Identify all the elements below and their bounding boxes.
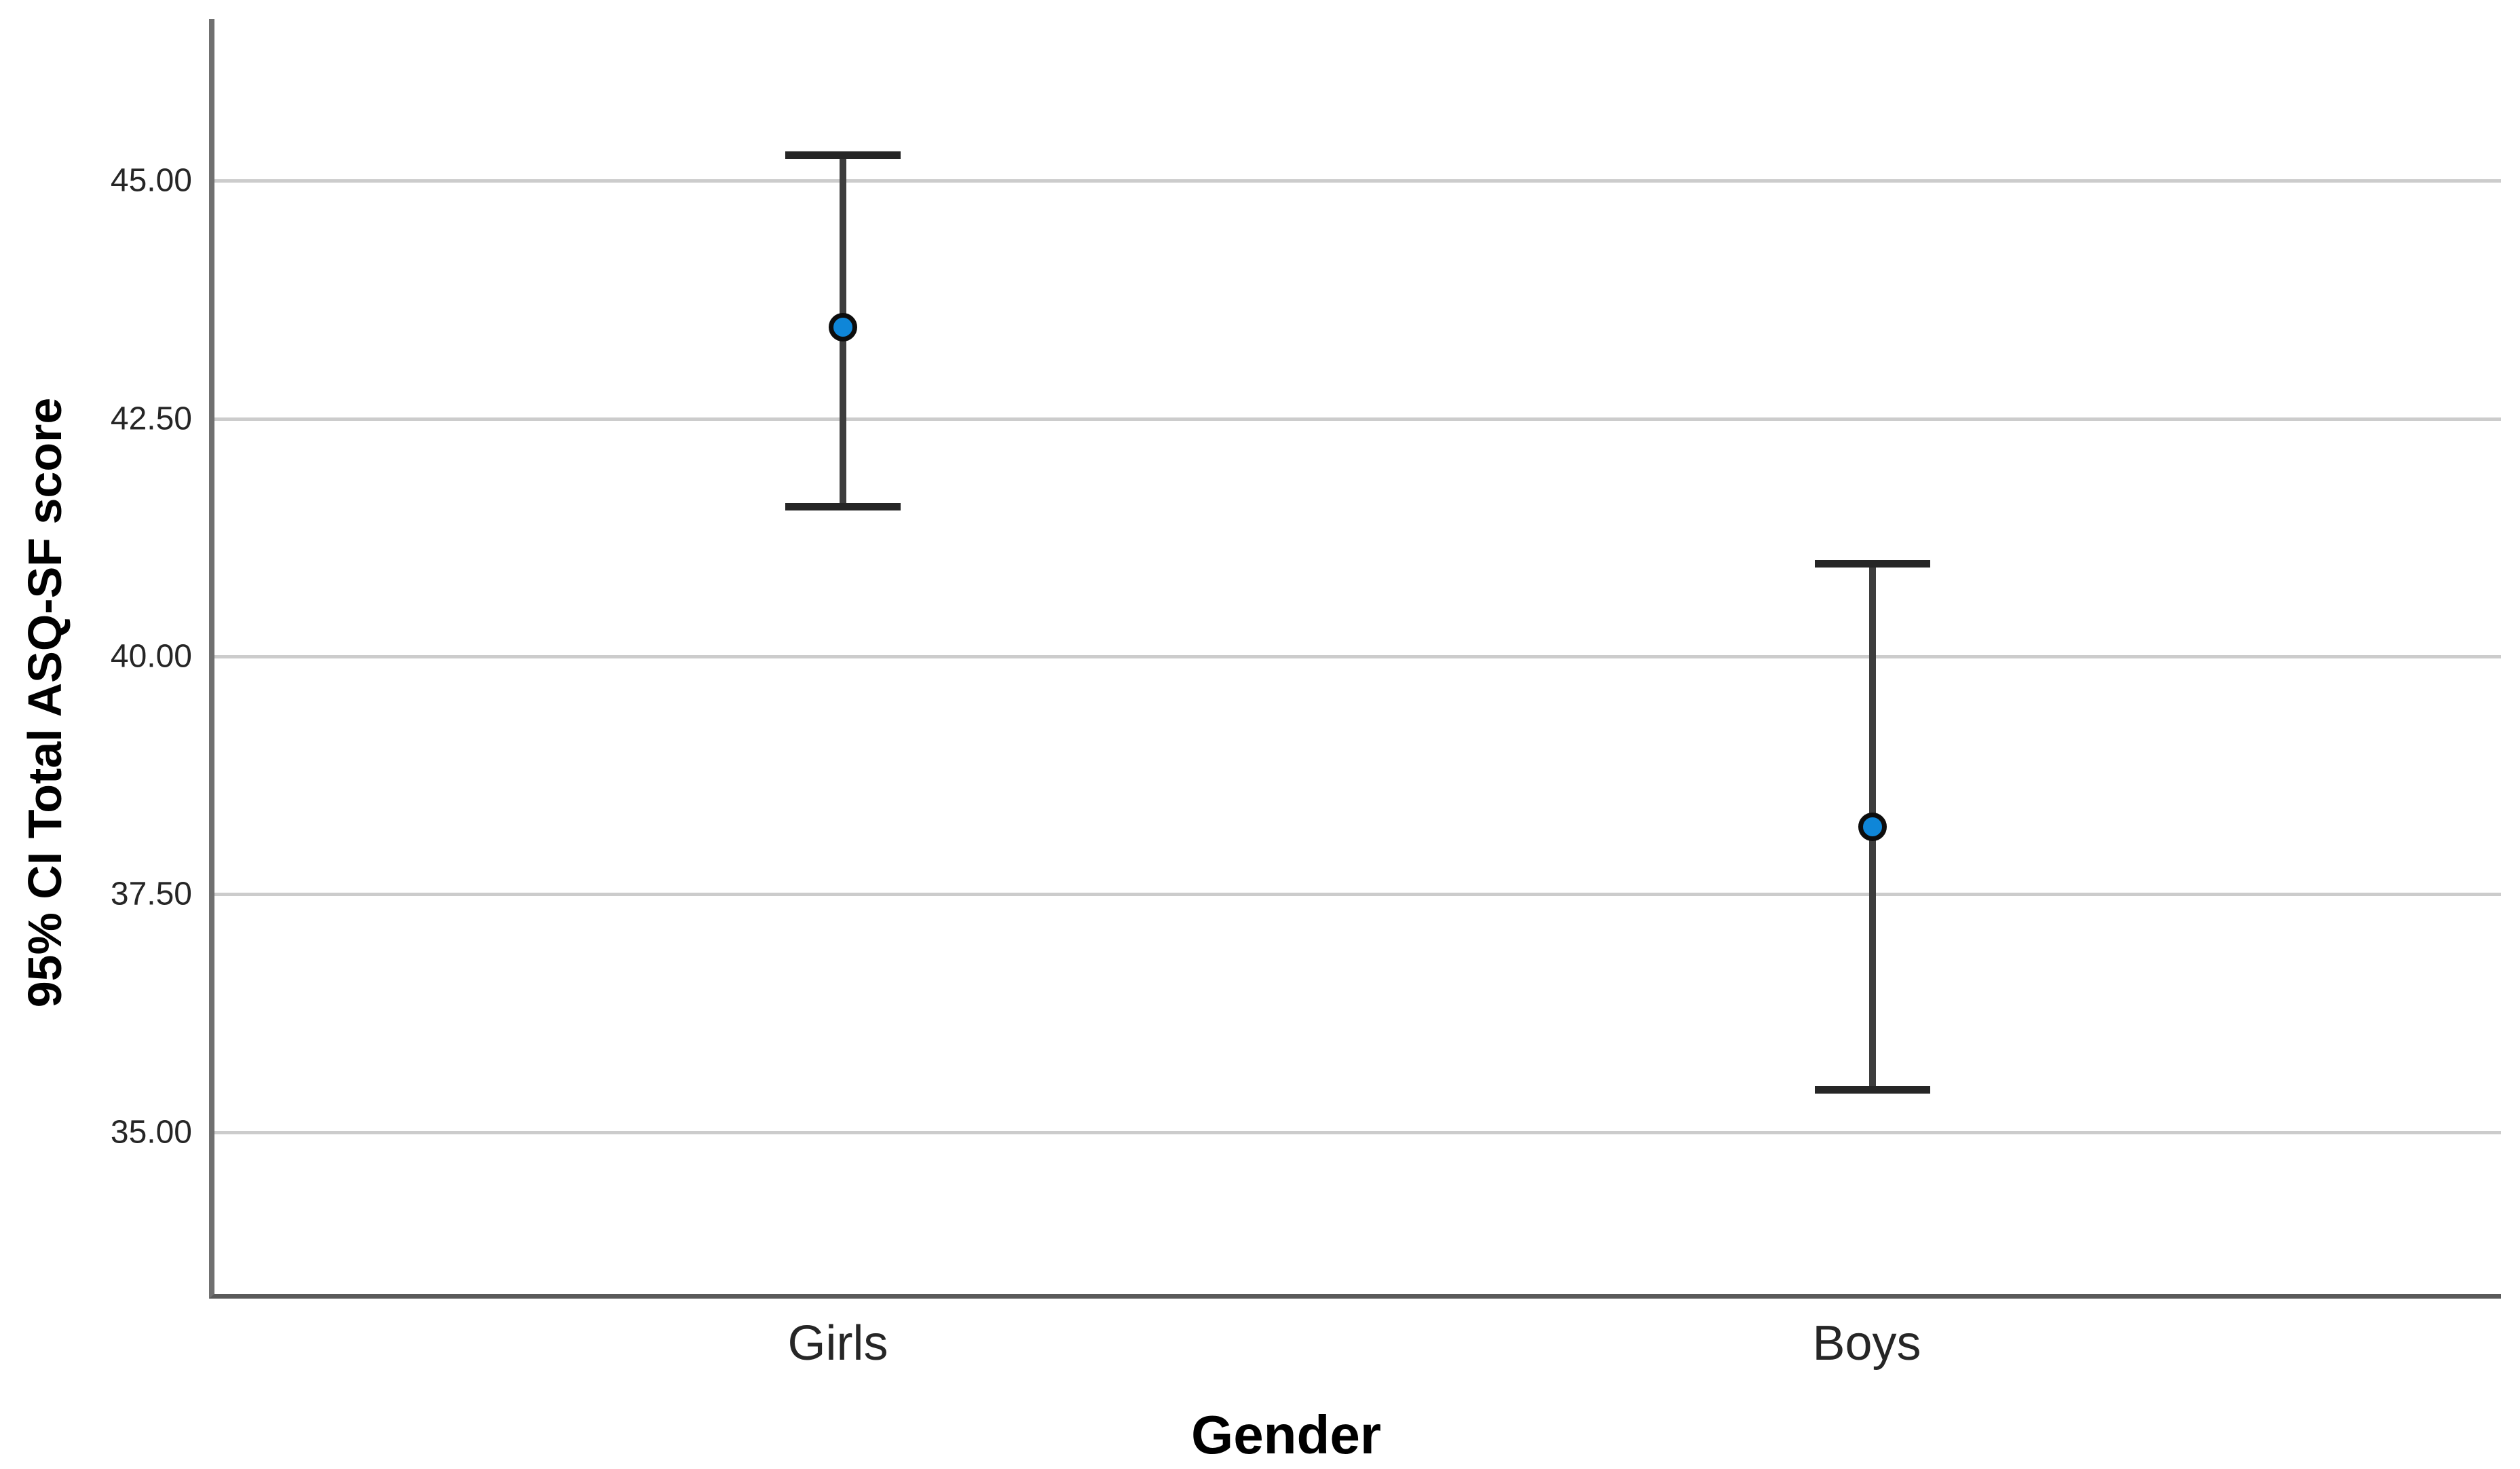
error-bar-lower-cap-boys	[1814, 1086, 1930, 1094]
gridline	[214, 893, 2501, 897]
x-tick-label-boys: Boys	[1812, 1316, 1921, 1371]
gridline	[214, 1130, 2501, 1134]
x-tick-label-girls: Girls	[787, 1316, 888, 1371]
gridline	[214, 417, 2501, 421]
error-bar-upper-cap-girls	[785, 151, 901, 160]
y-axis-title: 95% CI Total ASQ-SF score	[18, 397, 71, 1008]
y-tick-label: 37.50	[110, 876, 192, 912]
y-tick-label: 45.00	[110, 162, 192, 199]
y-tick-label: 35.00	[110, 1114, 192, 1151]
mean-marker-boys	[1858, 812, 1887, 841]
x-axis-title: Gender	[1190, 1405, 1382, 1465]
y-tick-label: 42.50	[110, 401, 192, 437]
plot-area	[209, 19, 2501, 1299]
y-tick-label: 40.00	[110, 638, 192, 675]
error-bar-upper-cap-boys	[1814, 559, 1930, 568]
mean-marker-girls	[829, 313, 858, 342]
error-bar-lower-cap-girls	[785, 502, 901, 510]
gridline	[214, 179, 2501, 183]
gridline	[214, 655, 2501, 658]
